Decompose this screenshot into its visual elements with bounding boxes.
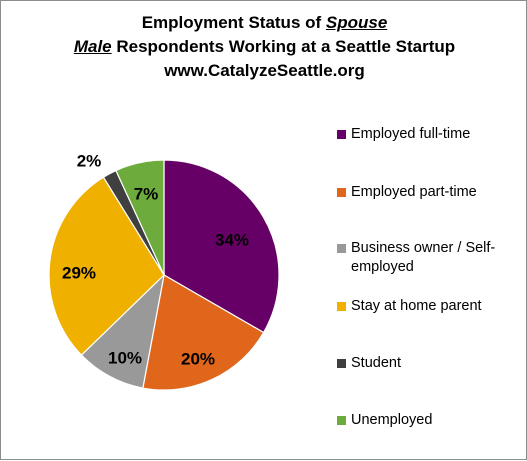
chart-title-line-1: Employment Status of Spouse [1, 13, 527, 33]
legend-label: Unemployed [351, 412, 433, 428]
chart-title-line-3: www.CatalyzeSeattle.org [164, 61, 365, 80]
data-label-business-owner-self-employed: 10% [108, 348, 142, 367]
legend-swatch [337, 416, 346, 425]
pie-slice-employed-part-time [142, 274, 265, 391]
chart-title-line-2: Male Respondents Working at a Seattle St… [1, 37, 527, 57]
title-line-2-emphasis: Male [73, 37, 112, 56]
legend-label: Stay at home parent [351, 298, 482, 314]
title-line-1-emphasis: Spouse [325, 13, 388, 32]
legend-label: Student [351, 355, 401, 371]
legend-swatch [337, 188, 346, 197]
legend-label: Employed part-time [351, 184, 477, 200]
legend-swatch [337, 359, 346, 368]
legend-swatch [337, 302, 346, 311]
data-label-unemployed: 7% [134, 184, 159, 203]
data-label-employed-part-time: 20% [181, 349, 215, 368]
pie-slice-employed-full-time [163, 159, 280, 334]
title-line-1-prefix: Employment Status of [141, 13, 326, 32]
legend-swatch [337, 130, 346, 139]
data-label-employed-full-time: 34% [215, 230, 249, 249]
legend-label: Business owner / Self-employed [351, 240, 496, 275]
pie-slice-unemployed [115, 159, 165, 276]
data-label-student: 2% [77, 151, 102, 170]
pie-slice-stay-at-home-parent [48, 176, 165, 356]
data-label-stay-at-home-parent: 29% [62, 263, 96, 282]
legend-swatch [337, 244, 346, 253]
legend-label: Employed full-time [351, 126, 471, 142]
title-line-2-rest: Respondents Working at a Seattle Startup [111, 37, 456, 56]
